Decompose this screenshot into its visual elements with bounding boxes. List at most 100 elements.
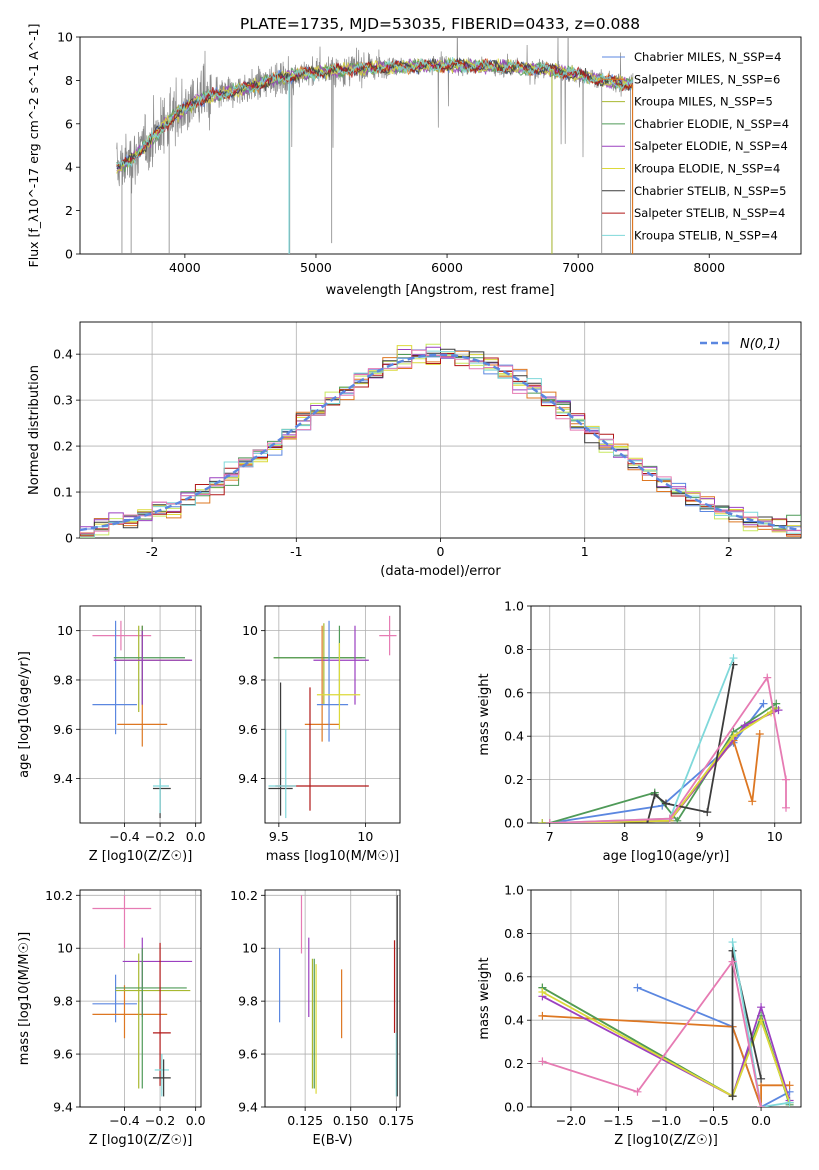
y-axis-label: Normed distribution (27, 365, 42, 495)
y-tick-label: 9.6 (238, 722, 258, 737)
x-axis-label: wavelength [Angstrom, rest frame] (326, 283, 555, 298)
y-tick-label: 10.2 (230, 888, 258, 903)
weight-marker-yellow (757, 1016, 766, 1025)
mass-vs-EBV-frame (264, 889, 401, 1108)
weight-marker-pink (728, 957, 737, 966)
legend-entry: Kroupa MILES, N_SSP=5 (634, 95, 773, 109)
weight-marker-pink (538, 1057, 547, 1066)
x-tick-label: −2.0 (556, 1113, 586, 1128)
weight-marker-pink (665, 814, 674, 823)
x-tick-label: 0 (437, 544, 445, 559)
y-tick-label: 0.2 (53, 439, 73, 454)
x-tick-label: −0.5 (698, 1113, 728, 1128)
weight-line-purple (541, 995, 791, 1101)
weight-vs-age-frame (530, 605, 802, 824)
weight-vs-Z-frame (530, 889, 802, 1108)
weight-marker-green (772, 699, 781, 708)
weight-line-cyan (731, 941, 790, 1107)
spectrum-legend: Chabrier MILES, N_SSP=4 Salpeter MILES, N… (602, 50, 789, 242)
legend-entry: Kroupa ELODIE, N_SSP=4 (634, 162, 780, 176)
weight-line-orange (542, 1015, 790, 1107)
age-vs-mass-axes: 9.5 10 9.4 9.6 9.8 10 mass [log10(M/M☉)] (238, 605, 401, 864)
weight-vs-age-lines (538, 654, 790, 823)
y-tick-label: 9.4 (238, 771, 258, 786)
y-tick-label: 1.0 (504, 883, 524, 898)
y-tick-label: 0.6 (504, 969, 524, 984)
y-tick-label: 9.6 (53, 722, 73, 737)
normal-reference-curve (80, 353, 801, 532)
weight-vs-Z-lines (538, 938, 794, 1107)
weight-marker-orange (755, 730, 764, 739)
legend-entry: Chabrier ELODIE, N_SSP=4 (634, 117, 789, 131)
x-tick-label: −0.2 (145, 829, 175, 844)
mass-vs-EBV-axes: 0.125 0.150 0.175 9.4 9.6 9.8 10 10.2 E(B-V) (230, 888, 414, 1148)
y-tick-label: 2 (65, 203, 73, 218)
y-tick-label: 0.0 (504, 1100, 524, 1115)
x-tick-label: 9.5 (269, 829, 289, 844)
weight-marker-blue (633, 983, 642, 992)
spectrum-lines (116, 37, 634, 254)
age-vs-Z-axes: −0.4 −0.2 0.0 9.4 9.6 9.8 10 Z [log10(Z/Z☉)] age… (17, 605, 206, 864)
weight-marker-black (662, 799, 670, 808)
legend-entry: N(0,1) (740, 337, 781, 352)
mass-vs-EBV-errorbars (278, 895, 398, 1097)
x-axis-label: Z [log10(Z/Z☉)] (89, 849, 193, 864)
x-tick-label: -2 (146, 544, 158, 559)
model-line-black (116, 56, 633, 170)
y-tick-label: 1.0 (504, 599, 524, 614)
histogram-series-pink (80, 349, 801, 534)
x-axis-label: (data-model)/error (380, 564, 501, 579)
x-axis-label: E(B-V) (312, 1133, 352, 1148)
x-tick-label: −0.4 (109, 1113, 139, 1128)
mass-vs-Z-errorbars (92, 895, 193, 1097)
y-tick-label: 8 (65, 73, 73, 88)
weight-marker-purple (757, 1003, 766, 1012)
weight-marker-black (728, 946, 737, 955)
weight-marker-pink (757, 1103, 766, 1107)
x-tick-label: 6000 (431, 260, 463, 275)
x-tick-label: 0.0 (751, 1113, 771, 1128)
spectrum-frame (79, 36, 802, 255)
legend-entry: Kroupa STELIB, N_SSP=4 (634, 228, 778, 242)
y-tick-label: 4 (65, 160, 73, 175)
y-axis-label: mass weight (477, 957, 492, 1039)
y-tick-label: 0.4 (504, 729, 524, 744)
x-tick-label: 0.0 (186, 1113, 206, 1128)
mass-vs-Z-frame (79, 889, 202, 1108)
legend-entry: Salpeter ELODIE, N_SSP=4 (634, 139, 788, 153)
age-vs-mass-frame (264, 605, 401, 824)
y-tick-label: 10.2 (45, 888, 73, 903)
y-tick-label: 0 (65, 247, 73, 262)
y-tick-label: 0 (65, 531, 73, 546)
spectrum-axes: 4000 5000 6000 7000 8000 0 2 4 6 8 10 wavelength [A… (26, 24, 802, 298)
weight-marker-orange (785, 1081, 794, 1090)
weight-vs-age-axes: 7 8 9 10 0.0 0.2 0.4 0.6 0.8 1.0 age [log10(age/yr… (477, 599, 802, 864)
weight-vs-Z-axes: −2.0 −1.5 −1.0 −0.5 0.0 0.0 0.2 0.4 0.6 0.8 1.0 Z [… (477, 883, 802, 1148)
x-axis-label: mass [log10(M/M☉)] (266, 849, 399, 864)
y-tick-label: 9.8 (53, 994, 73, 1009)
x-tick-label: 0.125 (287, 1113, 323, 1128)
x-tick-label: −0.2 (145, 1113, 175, 1128)
y-axis-label: mass [log10(M/M☉)] (17, 932, 32, 1065)
weight-marker-purple (774, 706, 783, 715)
histogram-lines (80, 343, 801, 538)
weight-marker-orange (538, 1011, 547, 1020)
y-tick-label: 0.6 (504, 685, 524, 700)
x-tick-label: 2 (725, 544, 733, 559)
age-vs-mass-errorbars (268, 615, 397, 819)
x-tick-label: 0.175 (378, 1113, 414, 1128)
x-axis-label: age [log10(age/yr)] (603, 849, 730, 864)
y-tick-label: 0.3 (53, 393, 73, 408)
weight-marker-pink (782, 775, 790, 784)
weight-marker-black (650, 790, 659, 799)
y-tick-label: 10 (57, 623, 73, 638)
y-tick-label: 9.8 (238, 994, 258, 1009)
x-tick-label: 4000 (169, 260, 201, 275)
x-tick-label: 9 (696, 829, 704, 844)
weight-marker-black (703, 808, 712, 817)
weight-marker-olive (538, 819, 547, 823)
y-tick-label: 10 (242, 623, 258, 638)
